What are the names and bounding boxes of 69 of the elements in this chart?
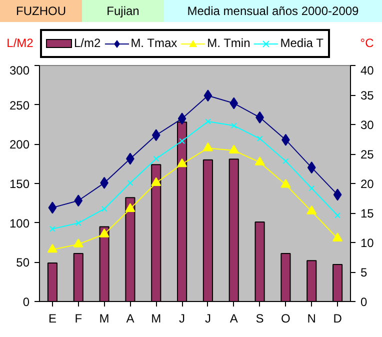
text: Media mensual años 2000-2009 bbox=[187, 3, 359, 20]
y2-tick-label: 20 bbox=[360, 177, 374, 191]
y-axis-title: L/M2 bbox=[6, 35, 34, 52]
y2-tick-label: 5 bbox=[360, 266, 368, 280]
x-tick-label: N bbox=[307, 312, 316, 326]
point bbox=[308, 185, 315, 192]
point bbox=[202, 142, 213, 152]
point bbox=[306, 206, 317, 214]
y2-tick-label: 40 bbox=[360, 64, 374, 78]
point bbox=[99, 228, 110, 238]
point bbox=[280, 178, 291, 188]
x-tick-label: J bbox=[179, 312, 186, 326]
x-tick-label: S bbox=[256, 312, 264, 326]
point bbox=[48, 202, 57, 214]
x-tick-label: O bbox=[281, 312, 290, 326]
legend-label: Media T bbox=[280, 36, 324, 50]
point bbox=[127, 180, 134, 186]
y2-tick-label: 15 bbox=[360, 206, 374, 220]
point bbox=[125, 203, 136, 212]
x-tick-label: J bbox=[204, 312, 211, 326]
x-tick-label: F bbox=[74, 312, 82, 326]
y-tick-label: 200 bbox=[9, 138, 30, 152]
y2-tick-label: 0 bbox=[360, 295, 368, 309]
point bbox=[151, 177, 162, 186]
chart-title: FUZHOU bbox=[16, 3, 66, 20]
y-tick-label: 250 bbox=[9, 98, 30, 112]
point bbox=[179, 138, 186, 144]
point bbox=[334, 212, 341, 218]
y-tick-label: 150 bbox=[9, 177, 30, 191]
point bbox=[178, 112, 186, 125]
x-tick-label: E bbox=[48, 312, 56, 326]
x-tick-label: M bbox=[99, 312, 110, 326]
chart-subtitle: Fujian bbox=[106, 3, 140, 20]
point bbox=[204, 90, 212, 102]
y2-tick-label: 10 bbox=[360, 236, 374, 250]
y-tick-label: 100 bbox=[9, 216, 30, 230]
point bbox=[49, 226, 56, 232]
x-tick-label: A bbox=[126, 312, 134, 326]
point bbox=[75, 220, 82, 226]
point bbox=[254, 156, 265, 166]
y2-axis-title: °C bbox=[360, 35, 374, 52]
point bbox=[47, 244, 58, 253]
point bbox=[177, 158, 188, 168]
y2-tick-label: 30 bbox=[360, 118, 374, 132]
x-tick-label: A bbox=[230, 312, 238, 326]
point bbox=[332, 232, 343, 242]
legend-label: L/m2 bbox=[74, 36, 101, 50]
y-tick-label: 0 bbox=[22, 295, 30, 309]
y2-tick-label: 25 bbox=[360, 148, 374, 162]
legend-label: M. Tmax bbox=[130, 36, 178, 50]
point bbox=[230, 97, 238, 110]
point bbox=[74, 194, 83, 207]
point bbox=[101, 206, 108, 212]
point bbox=[152, 129, 160, 142]
x-tick-label: D bbox=[333, 312, 342, 326]
point bbox=[256, 136, 263, 142]
y2-tick-label: 35 bbox=[360, 88, 374, 102]
x-tick-label: M bbox=[151, 312, 162, 326]
point bbox=[333, 188, 342, 201]
y-tick-label: 50 bbox=[16, 256, 30, 270]
legend-label: M. Tmin bbox=[207, 36, 250, 50]
point bbox=[228, 144, 239, 154]
point bbox=[153, 156, 160, 162]
point bbox=[73, 238, 84, 248]
point bbox=[307, 162, 316, 174]
point bbox=[230, 122, 237, 129]
point bbox=[282, 158, 289, 164]
y-tick-label: 300 bbox=[9, 64, 30, 78]
point bbox=[204, 118, 211, 125]
